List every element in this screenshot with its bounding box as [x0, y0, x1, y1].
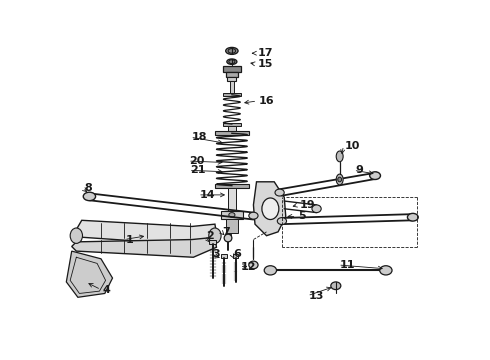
Ellipse shape [262, 198, 279, 220]
Bar [228, 126, 236, 133]
Ellipse shape [226, 48, 238, 54]
Bar [222, 122, 241, 126]
Text: 17: 17 [257, 48, 273, 58]
Polygon shape [72, 237, 217, 257]
Ellipse shape [338, 177, 342, 182]
Text: 21: 21 [190, 165, 206, 175]
Text: 9: 9 [355, 165, 363, 175]
Ellipse shape [228, 49, 236, 53]
Ellipse shape [83, 192, 96, 201]
Bar [227, 77, 237, 81]
Text: 14: 14 [199, 190, 215, 200]
Ellipse shape [408, 213, 418, 221]
Text: 12: 12 [241, 261, 257, 271]
Text: 18: 18 [192, 132, 207, 142]
Ellipse shape [331, 282, 341, 289]
Bar [226, 72, 238, 77]
Text: 5: 5 [298, 211, 306, 221]
Bar [215, 131, 249, 135]
Text: 11: 11 [340, 260, 355, 270]
Ellipse shape [209, 228, 221, 243]
Text: 1: 1 [125, 235, 133, 244]
Text: 15: 15 [257, 59, 272, 69]
Ellipse shape [249, 261, 258, 269]
Text: 19: 19 [300, 200, 315, 210]
Polygon shape [76, 220, 217, 245]
Text: 3: 3 [212, 249, 220, 259]
Ellipse shape [264, 266, 276, 275]
Ellipse shape [275, 189, 284, 196]
Ellipse shape [277, 217, 287, 225]
Bar [233, 254, 238, 258]
Ellipse shape [227, 59, 237, 64]
Polygon shape [253, 182, 286, 236]
Ellipse shape [229, 60, 235, 64]
Bar [222, 93, 241, 96]
Bar [226, 219, 238, 233]
Text: 4: 4 [102, 285, 110, 294]
Ellipse shape [70, 228, 82, 243]
Text: 7: 7 [222, 227, 230, 237]
Ellipse shape [229, 213, 235, 217]
Ellipse shape [336, 174, 343, 185]
Bar [209, 240, 217, 244]
Bar [215, 184, 249, 188]
Bar [221, 211, 243, 219]
Polygon shape [66, 251, 113, 297]
Bar [229, 81, 234, 95]
Bar [228, 188, 236, 211]
Text: 8: 8 [84, 183, 92, 193]
Text: 2: 2 [206, 231, 214, 241]
Bar [225, 234, 231, 238]
Text: 6: 6 [233, 249, 241, 259]
Bar [221, 254, 227, 258]
Ellipse shape [312, 205, 321, 213]
Ellipse shape [249, 212, 258, 219]
Ellipse shape [380, 266, 392, 275]
Text: 13: 13 [309, 291, 324, 301]
Ellipse shape [370, 172, 381, 180]
Text: 10: 10 [345, 141, 361, 150]
Text: 20: 20 [190, 156, 205, 166]
Ellipse shape [224, 234, 232, 242]
Bar [222, 66, 241, 72]
Text: 16: 16 [259, 96, 274, 106]
Ellipse shape [336, 151, 343, 162]
